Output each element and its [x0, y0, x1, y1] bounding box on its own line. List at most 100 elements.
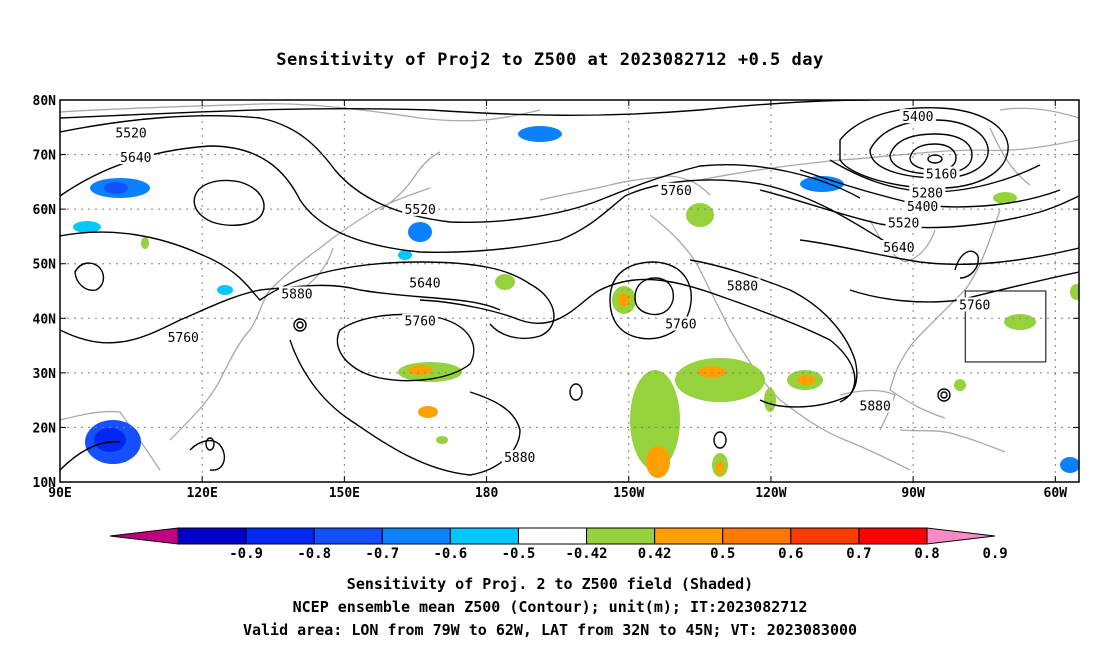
- coastline-gulf: [839, 389, 896, 431]
- contour-label-5760: 5760: [660, 184, 691, 199]
- chart-title: Sensitivity of Proj2 to Z500 at 20230827…: [276, 50, 824, 70]
- lat-label-60N: 60N: [33, 203, 57, 218]
- valid-area-box: [964, 290, 1047, 363]
- contour-label-5520: 5520: [405, 203, 436, 218]
- lat-label-10N: 10N: [33, 476, 57, 491]
- contour-label-bg-18: [501, 450, 538, 465]
- contour-5520: [60, 114, 861, 223]
- contour-label-5640: 5640: [409, 277, 440, 292]
- coastline-east-asia: [60, 187, 431, 471]
- coastline-asia-north: [60, 103, 541, 122]
- contour-label-bg-1: [117, 150, 154, 165]
- contour-mid-west: [60, 440, 226, 471]
- lon-label-90W: 90W: [901, 486, 925, 501]
- colorbar-label--0.42: -0.42: [565, 546, 607, 560]
- contour-label-bg-11: [278, 286, 315, 301]
- contour-label-5160: 5160: [926, 167, 957, 182]
- lat-label-20N: 20N: [33, 421, 57, 436]
- colorbar-label--0.8: -0.8: [297, 546, 331, 560]
- contour-label-bg-2: [402, 201, 439, 216]
- contour-label-5640: 5640: [883, 241, 914, 256]
- map-background: [60, 100, 1079, 482]
- neg-patch-canada: [800, 176, 844, 192]
- colorbar-bin-8: [722, 527, 792, 545]
- grid-lines: [60, 100, 1079, 482]
- coastline-layer: [60, 103, 1079, 471]
- contour-label-bg-13: [662, 316, 699, 331]
- colorbar-bin-4: [449, 527, 519, 545]
- coastline-caribbean: [899, 429, 1006, 453]
- coastline-alaska: [539, 175, 711, 201]
- caption-shaded: Sensitivity of Proj. 2 to Z500 field (Sh…: [346, 575, 754, 593]
- lon-label-150W: 150W: [613, 486, 644, 501]
- contour-label-5520: 5520: [115, 126, 146, 141]
- contour-label-bg-10: [406, 275, 443, 290]
- contour-label-5880: 5880: [281, 287, 312, 302]
- coastline-hudson: [869, 219, 936, 263]
- contour-label-5640: 5640: [120, 151, 151, 166]
- lat-label-30N: 30N: [33, 367, 57, 382]
- contour-label-bg-6: [904, 199, 941, 214]
- lat-labels: 80N 70N 60N 50N 40N 30N 20N 10N: [33, 94, 57, 491]
- colorbar-bin-6: [586, 527, 656, 545]
- contour-label-5400: 5400: [907, 200, 938, 215]
- colorbar-bin-9: [790, 527, 860, 545]
- colorbar-bin-3: [381, 527, 451, 545]
- lat-label-70N: 70N: [33, 149, 57, 164]
- contour-label-5280: 5280: [912, 187, 943, 202]
- pos-patch-mexico-west: [675, 358, 765, 402]
- colorbar-label-0.6: 0.6: [778, 546, 803, 560]
- contour-label-bg-8: [880, 240, 917, 255]
- lat-label-40N: 40N: [33, 312, 57, 327]
- axis-ticks: [59, 99, 1079, 483]
- colorbar-label--0.6: -0.6: [434, 546, 468, 560]
- contour-label-bg-4: [923, 166, 960, 181]
- contour-label-bg-12: [402, 313, 439, 328]
- contour-5400-north: [60, 100, 871, 119]
- colorbar-label-0.42: 0.42: [638, 546, 672, 560]
- colorbar-label-0.9: 0.9: [982, 546, 1007, 560]
- lon-label-120W: 120W: [755, 486, 786, 501]
- contour-5640-east: [799, 239, 1079, 265]
- map-figure: 5520564055205400516052805400552056405760…: [33, 94, 1080, 560]
- lon-label-150E: 150E: [329, 486, 360, 501]
- contour-5520-east: [759, 189, 1079, 229]
- neg-patch-okhotsk: [408, 222, 432, 242]
- lon-label-60W: 60W: [1044, 486, 1068, 501]
- contour-low-core: [927, 154, 943, 164]
- colorbar-label--0.9: -0.9: [229, 546, 263, 560]
- contour-label-5760: 5760: [665, 317, 696, 332]
- contour-label-5520: 5520: [888, 217, 919, 232]
- contour-label-bg-0: [113, 125, 150, 140]
- contour-label-bg-15: [165, 330, 202, 345]
- contour-5880-west: [60, 284, 501, 344]
- pos-patch-pacific: [630, 370, 680, 470]
- contour-label-5760: 5760: [405, 315, 436, 330]
- colorbar-label--0.5: -0.5: [502, 546, 536, 560]
- colorbar-bin-10: [858, 527, 928, 545]
- contour-label-bg-14: [724, 278, 761, 293]
- map-frame: [59, 99, 1080, 483]
- contour-label-5880: 5880: [504, 451, 535, 466]
- lat-label-50N: 50N: [33, 258, 57, 273]
- sensitivity-shading: [73, 126, 1079, 478]
- colorbar-label-0.8: 0.8: [914, 546, 939, 560]
- contour-low-ring3: [889, 133, 973, 175]
- contour-label-5400: 5400: [902, 110, 933, 125]
- contour-5880-south: [289, 339, 521, 476]
- colorbar-min-arrow: [109, 527, 179, 545]
- contour-5640: [60, 145, 901, 253]
- contour-label-bg-3: [899, 109, 936, 124]
- contour-siberia-high: [193, 179, 265, 226]
- colorbar-bin-2: [313, 527, 383, 545]
- neg-patch-bering: [518, 126, 562, 142]
- colorbar-bin-7: [654, 527, 724, 545]
- lon-labels: 90E 120E 150E 180 150W 120W 90W 60W: [48, 486, 1067, 501]
- lon-label-120E: 120E: [187, 486, 218, 501]
- contour-5880-na: [689, 259, 858, 403]
- contour-label-bg-17: [857, 398, 894, 413]
- contour-label-bg-9: [658, 182, 695, 197]
- contour-5880-low: [634, 277, 675, 316]
- contour-label-5760: 5760: [959, 298, 990, 313]
- contour-label-bg-7: [885, 215, 922, 230]
